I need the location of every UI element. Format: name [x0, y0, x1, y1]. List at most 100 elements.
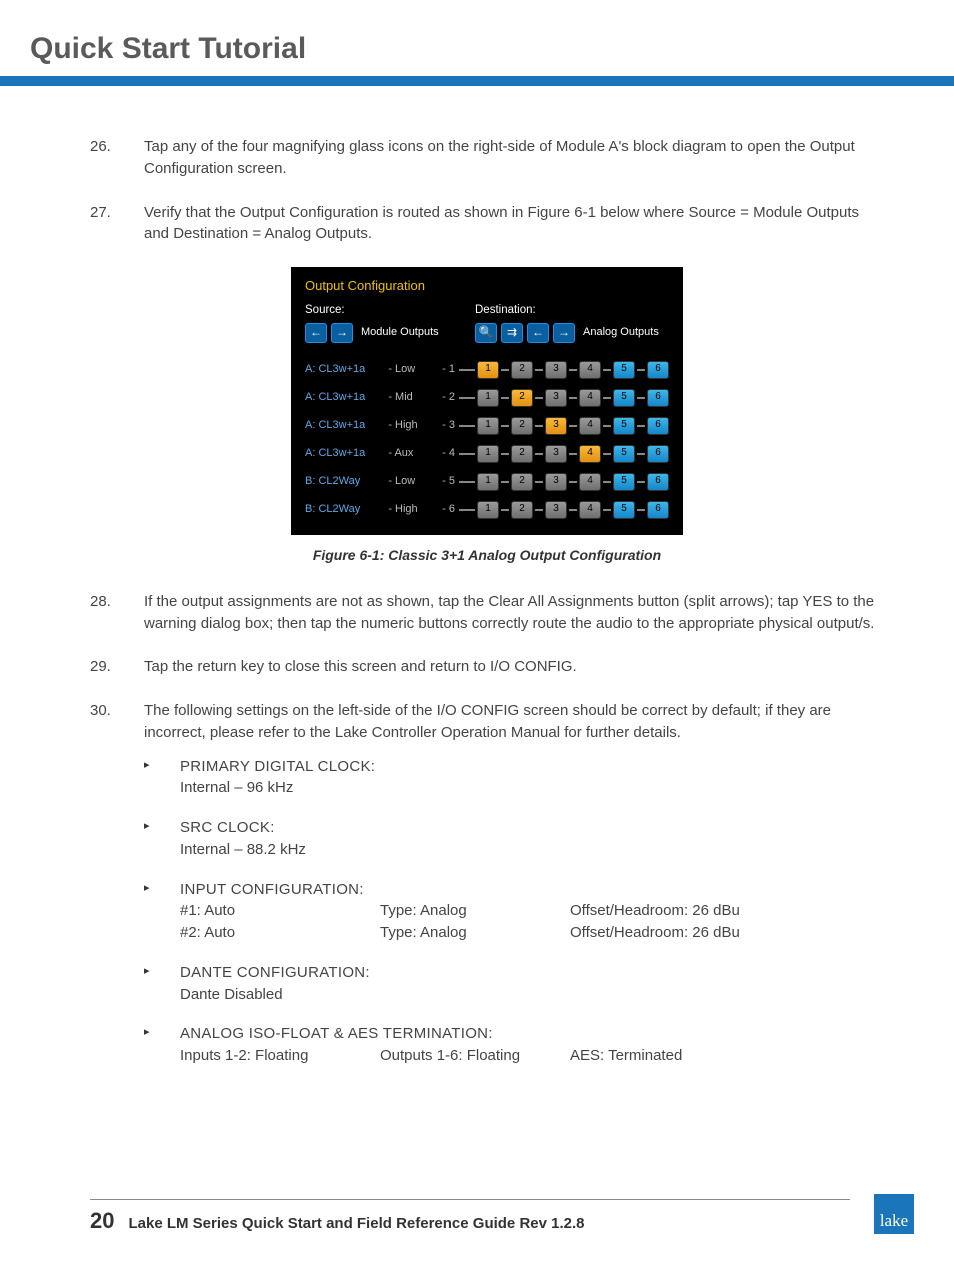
- connector-line: [637, 509, 645, 511]
- routing-cell[interactable]: 4: [579, 417, 601, 435]
- connector-line: [501, 397, 509, 399]
- channel-band: - Mid: [388, 390, 434, 406]
- routing-cell[interactable]: 2: [511, 389, 533, 407]
- routing-cell[interactable]: 2: [511, 473, 533, 491]
- step-number: 27.: [90, 202, 144, 246]
- routing-cell[interactable]: 4: [579, 389, 601, 407]
- settings-sublist: PRIMARY DIGITAL CLOCK:Internal – 96 kHzS…: [90, 756, 884, 1067]
- routing-cell[interactable]: 3: [545, 417, 567, 435]
- connector-line: [459, 481, 475, 483]
- routing-cell[interactable]: 4: [579, 445, 601, 463]
- connector-line: [603, 453, 611, 455]
- arrow-left-icon[interactable]: ←: [527, 323, 549, 343]
- connector-line: [603, 397, 611, 399]
- sublist-detail: Internal – 96 kHz: [180, 777, 884, 799]
- connector-line: [501, 453, 509, 455]
- connector-line: [569, 509, 577, 511]
- channel-band: - High: [388, 418, 434, 434]
- routing-cell[interactable]: 6: [647, 389, 669, 407]
- matrix: 123456: [459, 389, 669, 407]
- channel-name: B: CL2Way: [305, 474, 388, 490]
- routing-cell[interactable]: 6: [647, 445, 669, 463]
- sublist-detail: Dante Disabled: [180, 984, 884, 1006]
- title-rule: [0, 76, 954, 86]
- channel-name: A: CL3w+1a: [305, 446, 388, 462]
- sublist-detail: Internal – 88.2 kHz: [180, 839, 884, 861]
- routing-cell[interactable]: 5: [613, 361, 635, 379]
- connector-line: [603, 481, 611, 483]
- connector-line: [535, 397, 543, 399]
- routing-cell[interactable]: 1: [477, 445, 499, 463]
- sublist-item: DANTE CONFIGURATION:Dante Disabled: [144, 962, 884, 1006]
- routing-cell[interactable]: 6: [647, 473, 669, 491]
- connector-line: [637, 397, 645, 399]
- config-row: #1: AutoType: AnalogOffset/Headroom: 26 …: [180, 900, 884, 922]
- channel-band: - Low: [388, 362, 434, 378]
- channel-band: - Aux: [388, 446, 434, 462]
- page-footer: 20 Lake LM Series Quick Start and Field …: [0, 1194, 954, 1234]
- step-28: 28. If the output assignments are not as…: [90, 591, 884, 635]
- config-col: #2: Auto: [180, 922, 380, 944]
- connector-line: [569, 481, 577, 483]
- step-text: If the output assignments are not as sho…: [144, 591, 884, 635]
- source-text: Module Outputs: [361, 325, 439, 341]
- routing-cell[interactable]: 3: [545, 445, 567, 463]
- routing-cell[interactable]: 1: [477, 501, 499, 519]
- channel-index: - 1: [435, 362, 455, 378]
- connector-line: [637, 453, 645, 455]
- routing-cell[interactable]: 4: [579, 473, 601, 491]
- destination-text: Analog Outputs: [583, 325, 659, 341]
- split-arrows-icon[interactable]: ⇉: [501, 323, 523, 343]
- routing-cell[interactable]: 3: [545, 389, 567, 407]
- routing-cell[interactable]: 5: [613, 389, 635, 407]
- sublist-heading: INPUT CONFIGURATION:: [180, 879, 884, 901]
- routing-cell[interactable]: 3: [545, 501, 567, 519]
- connector-line: [569, 397, 577, 399]
- page-number: 20: [90, 1208, 114, 1234]
- connector-line: [535, 509, 543, 511]
- routing-cell[interactable]: 4: [579, 501, 601, 519]
- routing-cell[interactable]: 1: [477, 389, 499, 407]
- connector-line: [603, 509, 611, 511]
- channel-name: A: CL3w+1a: [305, 362, 388, 378]
- config-col: Outputs 1-6: Floating: [380, 1045, 570, 1067]
- routing-cell[interactable]: 5: [613, 417, 635, 435]
- connector-line: [569, 453, 577, 455]
- routing-cell[interactable]: 2: [511, 445, 533, 463]
- routing-cell[interactable]: 5: [613, 445, 635, 463]
- routing-grid: A: CL3w+1a- Low- 1123456A: CL3w+1a- Mid-…: [305, 357, 669, 523]
- config-col: #1: Auto: [180, 900, 380, 922]
- routing-cell[interactable]: 6: [647, 361, 669, 379]
- routing-cell[interactable]: 6: [647, 501, 669, 519]
- channel-index: - 6: [435, 502, 455, 518]
- routing-cell[interactable]: 3: [545, 473, 567, 491]
- arrow-right-icon[interactable]: →: [331, 323, 353, 343]
- page-title: Quick Start Tutorial: [0, 0, 954, 70]
- step-26: 26. Tap any of the four magnifying glass…: [90, 136, 884, 180]
- channel-name: A: CL3w+1a: [305, 418, 388, 434]
- connector-line: [501, 481, 509, 483]
- connector-line: [459, 397, 475, 399]
- routing-cell[interactable]: 5: [613, 473, 635, 491]
- routing-cell[interactable]: 1: [477, 473, 499, 491]
- routing-cell[interactable]: 1: [477, 417, 499, 435]
- channel-index: - 4: [435, 446, 455, 462]
- connector-line: [569, 369, 577, 371]
- channel-name: A: CL3w+1a: [305, 390, 388, 406]
- routing-cell[interactable]: 2: [511, 501, 533, 519]
- routing-cell[interactable]: 4: [579, 361, 601, 379]
- routing-cell[interactable]: 1: [477, 361, 499, 379]
- config-col: Offset/Headroom: 26 dBu: [570, 900, 884, 922]
- config-col: Type: Analog: [380, 900, 570, 922]
- routing-cell[interactable]: 6: [647, 417, 669, 435]
- routing-row: A: CL3w+1a- High- 3123456: [305, 413, 669, 439]
- footer-title: Lake LM Series Quick Start and Field Ref…: [128, 1215, 584, 1232]
- arrow-right-icon[interactable]: →: [553, 323, 575, 343]
- routing-cell[interactable]: 2: [511, 417, 533, 435]
- routing-cell[interactable]: 2: [511, 361, 533, 379]
- arrow-left-icon[interactable]: ←: [305, 323, 327, 343]
- output-config-screenshot: Output Configuration Source: ← → Module …: [291, 267, 683, 535]
- routing-cell[interactable]: 5: [613, 501, 635, 519]
- routing-cell[interactable]: 3: [545, 361, 567, 379]
- magnify-icon[interactable]: 🔍: [475, 323, 497, 343]
